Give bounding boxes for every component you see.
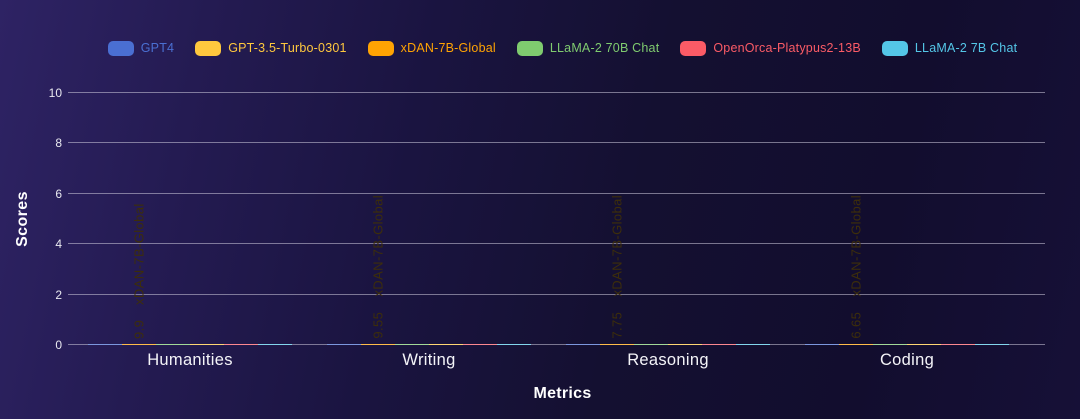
bar[interactable] — [395, 344, 429, 345]
bar-annotation-value: 9.55 — [370, 312, 386, 339]
bar[interactable] — [156, 344, 190, 345]
legend-swatch-icon — [367, 40, 394, 56]
legend-swatch-icon — [881, 40, 908, 56]
legend-item[interactable]: GPT4 — [107, 40, 175, 56]
bar-annotation-value: 7.75 — [609, 312, 625, 339]
bar[interactable] — [634, 344, 668, 345]
bar[interactable] — [873, 344, 907, 345]
x-category-label: Coding — [879, 351, 935, 369]
bar-annotation: 7.75 xDAN-7B-Global — [610, 195, 625, 339]
bar[interactable] — [190, 344, 224, 345]
bar[interactable] — [429, 344, 463, 345]
bar[interactable] — [907, 344, 941, 345]
bar[interactable] — [668, 344, 702, 345]
bar[interactable] — [497, 344, 531, 345]
legend-item[interactable]: OpenOrca-Platypus2-13B — [680, 40, 861, 56]
bar[interactable]: 9.55 xDAN-7B-Global — [361, 195, 395, 345]
bar[interactable] — [941, 344, 975, 345]
legend-swatch-icon — [195, 40, 222, 56]
gridline — [68, 92, 1045, 93]
bar[interactable] — [702, 344, 736, 345]
bar[interactable]: 9.9 xDAN-7B-Global — [122, 203, 156, 345]
gridline — [68, 142, 1045, 144]
bar-group: 6.65 xDAN-7B-Global — [805, 195, 1009, 345]
legend-item-label: xDAN-7B-Global — [400, 41, 496, 55]
bar[interactable] — [224, 344, 258, 345]
x-category-labels: Humanities Writing Reasoning Coding — [80, 351, 1045, 370]
bar[interactable] — [736, 344, 770, 345]
bar-annotation: 9.9 xDAN-7B-Global — [132, 203, 147, 339]
bar[interactable] — [805, 344, 839, 345]
y-tick-label: 4 — [55, 237, 62, 252]
bar[interactable]: 6.65 xDAN-7B-Global — [839, 195, 873, 345]
x-category-label: Reasoning — [627, 351, 709, 369]
bar-groups: 9.9 xDAN-7B-Global 9.55 xDAN-7B-Global 7.75 x… — [80, 93, 1045, 345]
legend: GPT4 GPT-3.5-Turbo-0301 xDAN-7B-Global LLaM… — [80, 38, 1045, 58]
y-tick-label: 8 — [55, 136, 62, 151]
legend-item-label: LLaMA-2 7B Chat — [914, 41, 1018, 55]
bar-group: 9.9 xDAN-7B-Global — [88, 203, 292, 345]
bar[interactable] — [258, 344, 292, 345]
legend-item[interactable]: LLaMA-2 70B Chat — [516, 40, 660, 56]
bar[interactable] — [463, 344, 497, 345]
bar[interactable] — [327, 344, 361, 345]
bar-annotation: 9.55 xDAN-7B-Global — [371, 195, 386, 339]
legend-item-label: LLaMA-2 70B Chat — [549, 41, 660, 55]
bar[interactable]: 7.75 xDAN-7B-Global — [600, 195, 634, 345]
legend-item-label: GPT4 — [140, 41, 175, 55]
gridline — [68, 344, 1045, 345]
legend-item[interactable]: LLaMA-2 7B Chat — [881, 40, 1018, 56]
bar-annotation-value: 9.9 — [131, 319, 147, 339]
legend-swatch-icon — [107, 40, 134, 56]
y-tick-label: 0 — [55, 338, 62, 352]
bar-annotation-series-name: xDAN-7B-Global — [131, 203, 147, 305]
bar-annotation-series-name: xDAN-7B-Global — [370, 195, 386, 298]
y-tick-label: 2 — [55, 287, 62, 302]
bar[interactable] — [975, 344, 1009, 345]
plot-area: 0 2 4 6 8 10 9.9 xDAN-7B-Global 9.55 xDAN-7B-Glob… — [49, 86, 1045, 352]
y-axis-title: Scores — [2, 93, 44, 345]
legend-item[interactable]: GPT-3.5-Turbo-0301 — [195, 40, 347, 56]
gridline — [68, 243, 1045, 245]
legend-item[interactable]: xDAN-7B-Global — [367, 40, 496, 56]
bar[interactable] — [566, 344, 600, 345]
x-axis-title: Metrics — [533, 385, 592, 402]
y-tick-label: 10 — [48, 86, 62, 100]
gridline — [68, 192, 1045, 194]
x-category-label: Humanities — [147, 351, 233, 369]
legend-swatch-icon — [516, 40, 543, 56]
bar-group: 9.55 xDAN-7B-Global — [327, 195, 531, 345]
gridline — [68, 293, 1045, 295]
bar-annotation: 6.65 xDAN-7B-Global — [849, 195, 864, 339]
bar-annotation-series-name: xDAN-7B-Global — [609, 195, 625, 298]
bar[interactable] — [88, 344, 122, 345]
x-category-label: Writing — [402, 351, 456, 369]
legend-swatch-icon — [680, 40, 707, 56]
legend-item-label: OpenOrca-Platypus2-13B — [713, 41, 861, 55]
bar-annotation-series-name: xDAN-7B-Global — [848, 195, 864, 298]
y-tick-label: 6 — [55, 186, 62, 201]
legend-item-label: GPT-3.5-Turbo-0301 — [228, 41, 347, 55]
bar-annotation-value: 6.65 — [848, 312, 864, 339]
bar-group: 7.75 xDAN-7B-Global — [566, 195, 770, 345]
